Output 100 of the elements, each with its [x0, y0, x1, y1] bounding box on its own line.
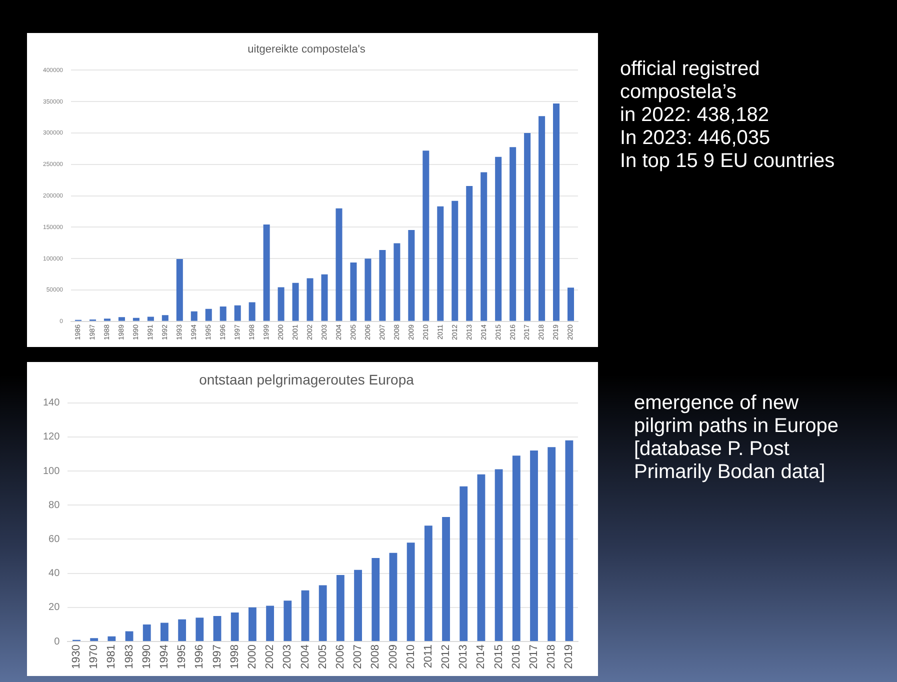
y-tick-label: 20	[48, 602, 60, 614]
x-tick-label: 2003	[282, 644, 294, 670]
bar	[452, 200, 458, 321]
bar	[565, 440, 574, 642]
bar	[530, 450, 538, 642]
y-tick-label: 80	[48, 500, 60, 511]
y-tick-label: 60	[48, 534, 60, 545]
bar	[524, 133, 531, 321]
x-tick-label: 1997	[211, 644, 224, 670]
x-tick-label: 2006	[334, 644, 346, 670]
bar	[389, 552, 398, 642]
text: official registred compostela’s in 2022: 438,182 In 2023: 446,035 In top 15 9 EU countries	[620, 58, 835, 173]
x-tick-label: 2008	[370, 644, 382, 670]
bar	[162, 315, 168, 321]
text: emergence of new pilgrim paths in Europe [database P. Post Primarily Bodan data]	[634, 392, 839, 484]
bar	[266, 606, 274, 642]
x-tick-label: 2010	[404, 644, 417, 670]
y-tick-label: 0	[54, 636, 60, 648]
x-tick-label: 1994	[158, 644, 170, 670]
bar	[477, 474, 486, 642]
bar	[538, 116, 546, 321]
bar	[336, 208, 342, 321]
bar	[494, 469, 503, 642]
bar	[213, 616, 222, 642]
chart-title: uitgereikte compostela's	[248, 44, 366, 56]
bar	[118, 317, 125, 321]
bar	[364, 258, 372, 321]
bar	[510, 147, 516, 321]
y-tick-label: 40	[48, 568, 60, 580]
x-tick-label: 2017	[528, 644, 540, 670]
x-tick-label: 1930	[70, 644, 83, 670]
bar	[553, 104, 560, 321]
x-tick-label: 2019	[563, 644, 576, 670]
x-tick-label: 1983	[123, 644, 136, 670]
x-tick-label: 2018	[546, 644, 558, 670]
x-tick-label: 2014	[475, 644, 488, 670]
bar	[480, 172, 488, 321]
bar	[248, 302, 256, 321]
bar	[424, 526, 432, 642]
bar	[318, 585, 327, 642]
bar	[408, 230, 415, 321]
bar	[178, 619, 186, 642]
bar	[248, 607, 256, 642]
y-tick-label: 120	[42, 432, 60, 443]
bar	[512, 456, 520, 642]
bar	[147, 316, 154, 321]
x-tick-label: 2004	[299, 644, 312, 670]
chart-title: ontstaan pelgrimageroutes Europa	[199, 371, 414, 388]
bar	[220, 306, 226, 321]
bar	[406, 542, 415, 642]
bar	[125, 631, 134, 642]
bar	[350, 262, 357, 321]
x-tick-label: 2013	[458, 644, 470, 670]
bar	[292, 282, 299, 321]
x-tick-label: 2009	[387, 644, 400, 670]
bar	[354, 570, 362, 642]
x-tick-label: 2016	[510, 644, 522, 670]
bar	[132, 318, 140, 321]
x-tick-label: 2000	[246, 644, 258, 670]
bar	[460, 486, 468, 642]
y-tick-label: 100	[42, 466, 60, 477]
bar	[263, 224, 270, 321]
bar	[176, 259, 183, 321]
bar	[422, 150, 430, 321]
bar	[394, 243, 400, 321]
x-tick-label: 2007	[352, 644, 364, 670]
bar	[321, 274, 328, 321]
y-tick-label: 140	[42, 398, 60, 409]
bar	[230, 612, 239, 642]
x-tick-label: 1995	[176, 644, 188, 670]
bar	[205, 308, 212, 321]
bar	[372, 558, 380, 642]
bar	[548, 447, 556, 642]
x-tick-label: 1996	[194, 644, 206, 670]
bar	[442, 517, 450, 642]
bar	[466, 186, 473, 321]
x-tick-label: 1990	[140, 644, 153, 670]
x-tick-label: 2011	[422, 644, 434, 668]
x-tick-label: 1981	[106, 644, 118, 670]
bar	[284, 600, 292, 642]
bar	[306, 278, 314, 321]
bar	[196, 618, 204, 642]
bar	[278, 287, 284, 321]
bar	[379, 250, 386, 321]
x-tick-label: 2005	[316, 644, 329, 670]
bar	[108, 636, 116, 642]
bar	[160, 622, 168, 642]
bar	[336, 575, 344, 642]
bar	[495, 156, 502, 321]
x-tick-label: 2015	[492, 644, 505, 670]
x-tick-label: 2002	[264, 644, 276, 670]
bar	[90, 638, 98, 642]
bar	[437, 206, 444, 321]
x-tick-label: 1970	[88, 644, 100, 670]
bar	[234, 305, 241, 321]
x-tick-label: 1998	[228, 644, 241, 670]
bar	[568, 288, 574, 321]
bar	[142, 624, 151, 642]
bar	[301, 590, 310, 642]
x-tick-label: 2012	[440, 644, 452, 670]
